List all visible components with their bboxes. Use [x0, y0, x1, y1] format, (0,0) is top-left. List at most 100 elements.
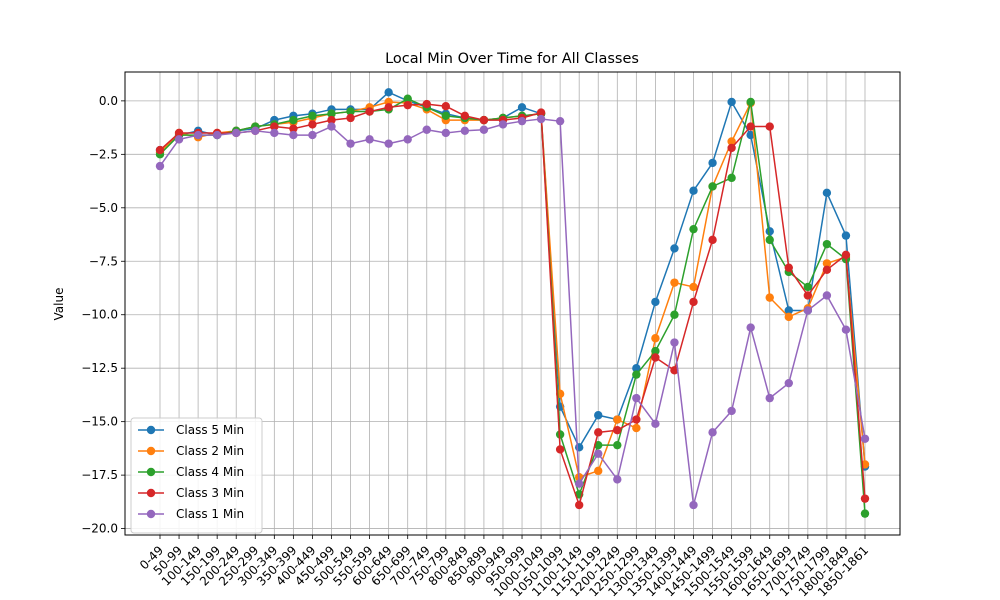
data-point — [441, 111, 451, 121]
data-point — [784, 378, 793, 388]
data-point — [174, 135, 184, 144]
data-point — [155, 161, 165, 171]
data-point — [460, 126, 470, 136]
legend-label: Class 4 Min — [176, 465, 244, 479]
plot-frame — [124, 71, 901, 536]
data-point — [498, 120, 508, 129]
data-point — [574, 500, 584, 510]
series-class-1-min — [155, 114, 870, 510]
data-point — [460, 111, 470, 121]
data-point — [594, 449, 603, 458]
data-point — [670, 366, 679, 375]
data-point — [822, 291, 832, 300]
data-point — [708, 428, 717, 437]
data-point — [289, 115, 298, 125]
data-point — [251, 126, 260, 136]
data-point — [860, 434, 870, 443]
data-point — [174, 128, 184, 138]
data-point — [803, 291, 813, 300]
data-point — [327, 109, 336, 118]
data-point — [193, 130, 203, 140]
y-tick-label: −12.5 — [81, 361, 118, 375]
data-point — [689, 282, 698, 292]
data-point — [270, 122, 279, 131]
y-tick-label: −5.0 — [89, 201, 118, 215]
series-class-5-min — [155, 88, 870, 471]
data-point — [746, 130, 755, 140]
data-point — [574, 479, 584, 488]
data-point — [651, 353, 660, 362]
data-point — [289, 124, 298, 133]
data-point — [822, 188, 832, 198]
data-point — [746, 323, 755, 332]
legend-label: Class 1 Min — [176, 507, 244, 521]
data-point — [574, 443, 584, 452]
data-point — [308, 111, 317, 121]
data-point — [403, 94, 412, 103]
data-point — [403, 135, 412, 144]
data-point — [632, 415, 641, 424]
data-point — [860, 494, 870, 503]
data-point — [689, 186, 698, 195]
data-point — [784, 263, 793, 272]
chart-title: Local Min Over Time for All Classes — [385, 51, 639, 67]
data-point — [155, 145, 165, 155]
data-point — [384, 139, 393, 148]
data-point — [422, 125, 431, 134]
data-point — [555, 445, 565, 454]
data-point — [803, 306, 813, 315]
data-point — [479, 115, 489, 125]
data-point — [822, 265, 832, 275]
data-point — [727, 97, 736, 107]
series-class-3-min — [155, 99, 870, 510]
data-point — [308, 120, 317, 129]
data-point — [346, 107, 355, 116]
legend-label: Class 2 Min — [176, 444, 244, 458]
data-point — [441, 102, 451, 111]
legend-label: Class 5 Min — [176, 423, 244, 437]
data-point — [670, 338, 679, 347]
legend-marker — [146, 425, 156, 435]
data-point — [746, 122, 755, 131]
data-point — [822, 239, 832, 249]
y-tick-label: −20.0 — [81, 522, 118, 536]
data-point — [270, 128, 279, 138]
data-point — [536, 114, 546, 124]
data-point — [765, 293, 774, 302]
data-point — [727, 137, 736, 146]
data-point — [651, 346, 660, 356]
data-point — [708, 182, 717, 191]
data-point — [632, 393, 641, 403]
y-tick-label: −15.0 — [81, 415, 118, 429]
data-point — [670, 244, 679, 253]
data-point — [613, 415, 622, 424]
series-class-2-min — [155, 97, 870, 482]
data-point — [536, 108, 546, 117]
data-point — [212, 130, 222, 140]
data-point — [594, 428, 603, 437]
data-point — [346, 113, 355, 123]
data-point — [727, 173, 736, 183]
data-point — [689, 500, 698, 510]
series-line — [159, 91, 866, 467]
data-point — [784, 306, 793, 315]
data-point — [689, 297, 698, 307]
series-class-4-min — [155, 94, 870, 518]
legend-marker — [146, 509, 156, 519]
data-point — [517, 103, 527, 112]
data-point — [765, 393, 774, 403]
data-point — [632, 423, 641, 433]
data-point — [651, 419, 660, 428]
data-point — [784, 312, 793, 322]
data-point — [822, 259, 832, 268]
data-point — [670, 310, 679, 319]
legend: Class 5 Min Class 2 Min Class 4 Min Class 3… — [130, 417, 263, 534]
x-axis: 0-4950-99100-149150-199200-249250-299300… — [137, 535, 871, 599]
data-point — [860, 509, 870, 518]
data-point — [727, 143, 736, 153]
data-point — [479, 125, 489, 134]
data-point — [651, 334, 660, 343]
data-point — [384, 103, 393, 112]
data-point — [632, 363, 641, 373]
series-line — [159, 101, 866, 479]
